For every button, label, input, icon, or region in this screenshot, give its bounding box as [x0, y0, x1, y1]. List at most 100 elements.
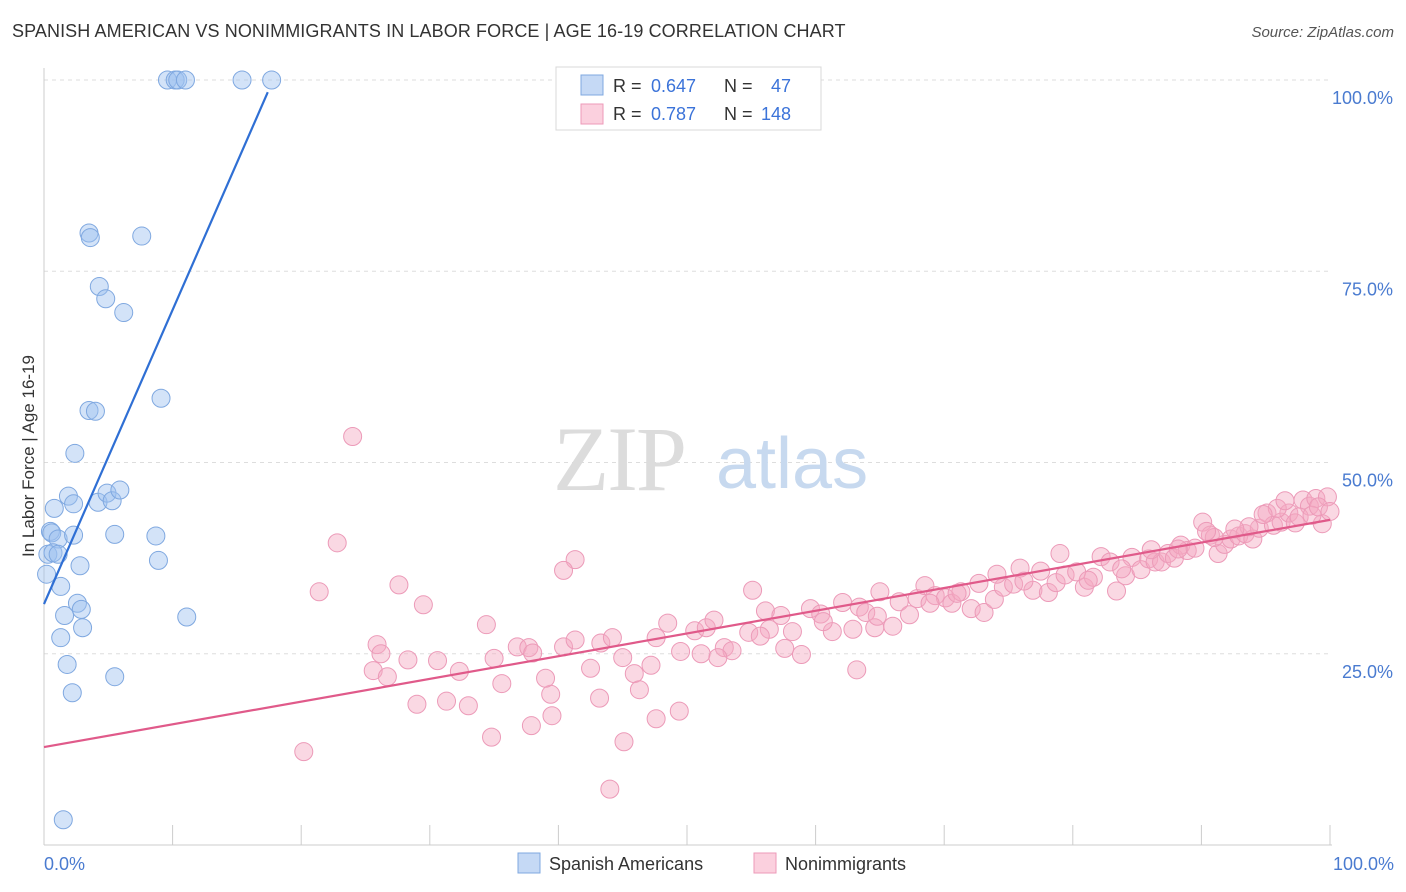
spanish-americans-point [110, 480, 130, 500]
stats-n-value-1: 148 [761, 104, 791, 124]
nonimmigrants-point [554, 560, 574, 580]
nonimmigrants-point [602, 628, 622, 648]
spanish-americans-point [64, 494, 84, 514]
trend-lines [42, 91, 1331, 749]
spanish-americans-point [146, 526, 166, 546]
nonimmigrants-point [658, 613, 678, 633]
nonimmigrants-point [813, 612, 833, 632]
nonimmigrants-point [398, 650, 418, 670]
nonimmigrants-point [629, 680, 649, 700]
y-tick-label-3: 100.0% [1332, 88, 1393, 108]
nonimmigrants-point [669, 701, 689, 721]
nonimmigrants-point [476, 615, 496, 635]
nonimmigrants-point [1279, 503, 1299, 523]
nonimmigrants-point [1253, 505, 1273, 525]
nonimmigrants-point [437, 691, 457, 711]
stats-r-label-1: R = [613, 104, 642, 124]
spanish-americans-point [151, 388, 171, 408]
nonimmigrants-point [833, 592, 853, 612]
stats-n-label-0: N = [724, 76, 753, 96]
nonimmigrants-point [775, 638, 795, 658]
nonimmigrants-point [565, 630, 585, 650]
spanish-americans-point [62, 683, 82, 703]
nonimmigrants-point [1168, 539, 1188, 559]
nonimmigrants-point [691, 644, 711, 664]
stats-r-label-0: R = [613, 76, 642, 96]
nonimmigrants-point [428, 651, 448, 671]
nonimmigrants-point [519, 638, 539, 658]
nonimmigrants-point [1112, 559, 1132, 579]
nonimmigrants-point [309, 582, 329, 602]
legend-label-nonimmigrants: Nonimmigrants [785, 854, 906, 874]
spanish-americans-point [53, 810, 73, 830]
spanish-americans-point [57, 654, 77, 674]
legend-swatch-nonimmigrants [753, 852, 777, 874]
nonimmigrants-point [377, 667, 397, 687]
spanish-americans-point [44, 498, 64, 518]
chart-source: Source: ZipAtlas.com [1251, 24, 1394, 41]
spanish-americans-point [132, 226, 152, 246]
spanish-americans-point [96, 289, 116, 309]
x-tick-labels: 0.0% 100.0% [44, 854, 1394, 874]
nonimmigrants-point [920, 593, 940, 613]
nonimmigrants-point [363, 661, 383, 681]
nonimmigrants-point [1225, 519, 1245, 539]
spanish-americans-point [114, 303, 134, 323]
stats-swatch-spanish-americans [580, 74, 604, 96]
nonimmigrants-point [523, 643, 543, 663]
nonimmigrants-point [883, 616, 903, 636]
spanish-americans-point [40, 521, 60, 541]
spanish-americans-point [168, 70, 188, 90]
spanish-americans-point [85, 401, 105, 421]
watermark: ZIP atlas [553, 408, 868, 510]
watermark-atlas: atlas [716, 424, 868, 504]
nonimmigrants-point [782, 622, 802, 642]
nonimmigrants-point [843, 619, 863, 639]
nonimmigrants-point [542, 706, 562, 726]
spanish-americans-point [105, 524, 125, 544]
nonimmigrants-point [974, 602, 994, 622]
spanish-americans-point [65, 443, 85, 463]
nonimmigrants-point [646, 709, 666, 729]
spanish-americans-point [80, 228, 100, 248]
spanish-americans-point [51, 628, 71, 648]
axes [43, 68, 1332, 846]
nonimmigrants-point [704, 610, 724, 630]
nonimmigrants-point [750, 626, 770, 646]
nonimmigrants-point [1320, 501, 1340, 521]
nonimmigrants-point [458, 696, 478, 716]
nonimmigrants-point [371, 644, 391, 664]
nonimmigrants-point [847, 660, 867, 680]
nonimmigrants-point [1267, 498, 1287, 518]
spanish-americans-point [70, 556, 90, 576]
spanish-americans-point [262, 70, 282, 90]
x-tick-label-min: 0.0% [44, 854, 85, 874]
nonimmigrants-point [581, 658, 601, 678]
nonimmigrants-point [1107, 581, 1127, 601]
nonimmigrants-point [613, 648, 633, 668]
y-tick-labels: 25.0% 50.0% 75.0% 100.0% [1332, 88, 1393, 682]
y-axis-title: In Labor Force | Age 16-19 [19, 355, 38, 557]
nonimmigrants-point [708, 648, 728, 668]
nonimmigrants-point [1239, 517, 1259, 537]
nonimmigrants-point [1197, 521, 1217, 541]
nonimmigrants-point [484, 648, 504, 668]
legend-label-spanish-americans: Spanish Americans [549, 854, 703, 874]
spanish-americans-point [102, 491, 122, 511]
stats-swatch-nonimmigrants [580, 103, 604, 125]
nonimmigrants-point [590, 688, 610, 708]
nonimmigrants-point [856, 602, 876, 622]
nonimmigrants-point [624, 664, 644, 684]
nonimmigrants-point [407, 694, 427, 714]
nonimmigrants-point [1083, 567, 1103, 587]
nonimmigrants-point [743, 580, 763, 600]
nonimmigrants-point [867, 606, 887, 626]
stats-n-label-1: N = [724, 104, 753, 124]
spanish-americans-point [73, 618, 93, 638]
chart-title: SPANISH AMERICAN VS NONIMMIGRANTS IN LAB… [12, 21, 846, 41]
legend-swatch-spanish-americans [517, 852, 541, 874]
spanish-americans-point [177, 607, 197, 627]
nonimmigrants-point [947, 583, 967, 603]
trend-line-spanish-americans [42, 91, 269, 605]
spanish-americans-point [55, 606, 75, 625]
